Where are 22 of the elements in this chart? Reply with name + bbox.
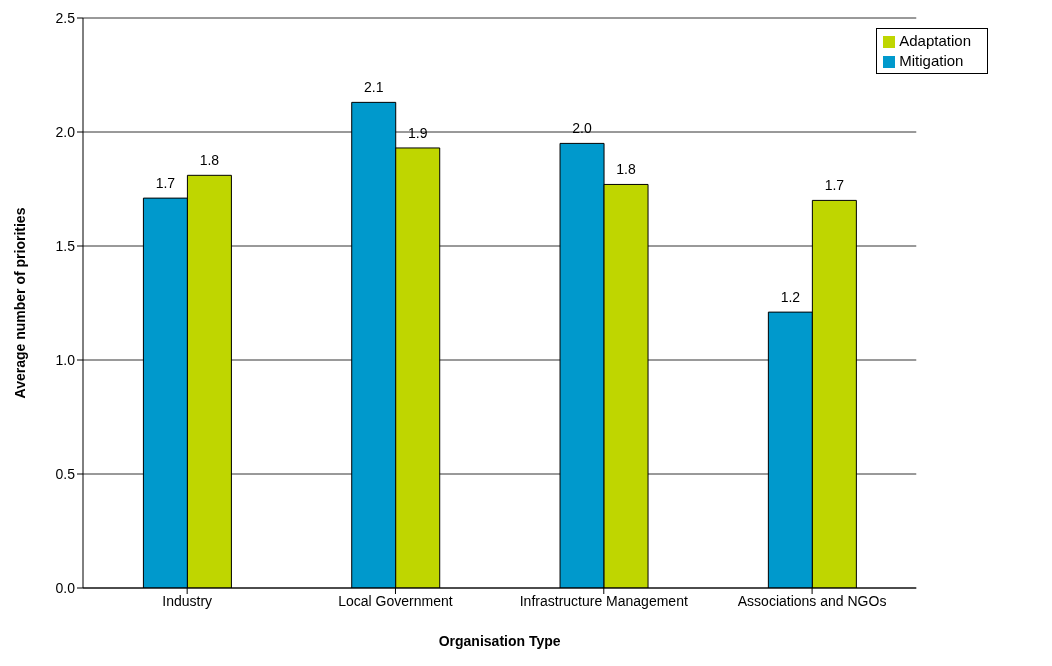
y-tick-label: 2.5: [55, 9, 76, 26]
data-label: 2.0: [572, 120, 592, 137]
legend-label: Adaptation: [899, 32, 971, 49]
y-tick-label: 1.5: [55, 237, 76, 254]
y-tick-label: 2.0: [55, 123, 76, 140]
x-tick-label: Industry: [162, 592, 213, 609]
data-label: 1.2: [780, 289, 801, 306]
x-tick-label: Local Government: [338, 592, 453, 609]
x-tick-label: Associations and NGOs: [737, 592, 887, 609]
data-label: 1.8: [199, 152, 220, 169]
data-label: 1.9: [407, 124, 428, 141]
legend-label: Mitigation: [899, 52, 964, 69]
y-tick-label: 1.0: [55, 351, 76, 368]
x-axis-title: Organisation Type: [438, 632, 561, 649]
data-label: 2.1: [363, 79, 384, 96]
data-label: 1.7: [824, 177, 845, 194]
y-axis-title: Average number of priorities: [11, 207, 28, 399]
x-tick-label: Infrastructure Management: [519, 592, 688, 609]
y-tick-label: 0.0: [55, 579, 76, 596]
data-label: 1.8: [616, 161, 636, 178]
y-tick-label: 0.5: [55, 465, 76, 482]
data-label: 1.7: [155, 175, 176, 192]
